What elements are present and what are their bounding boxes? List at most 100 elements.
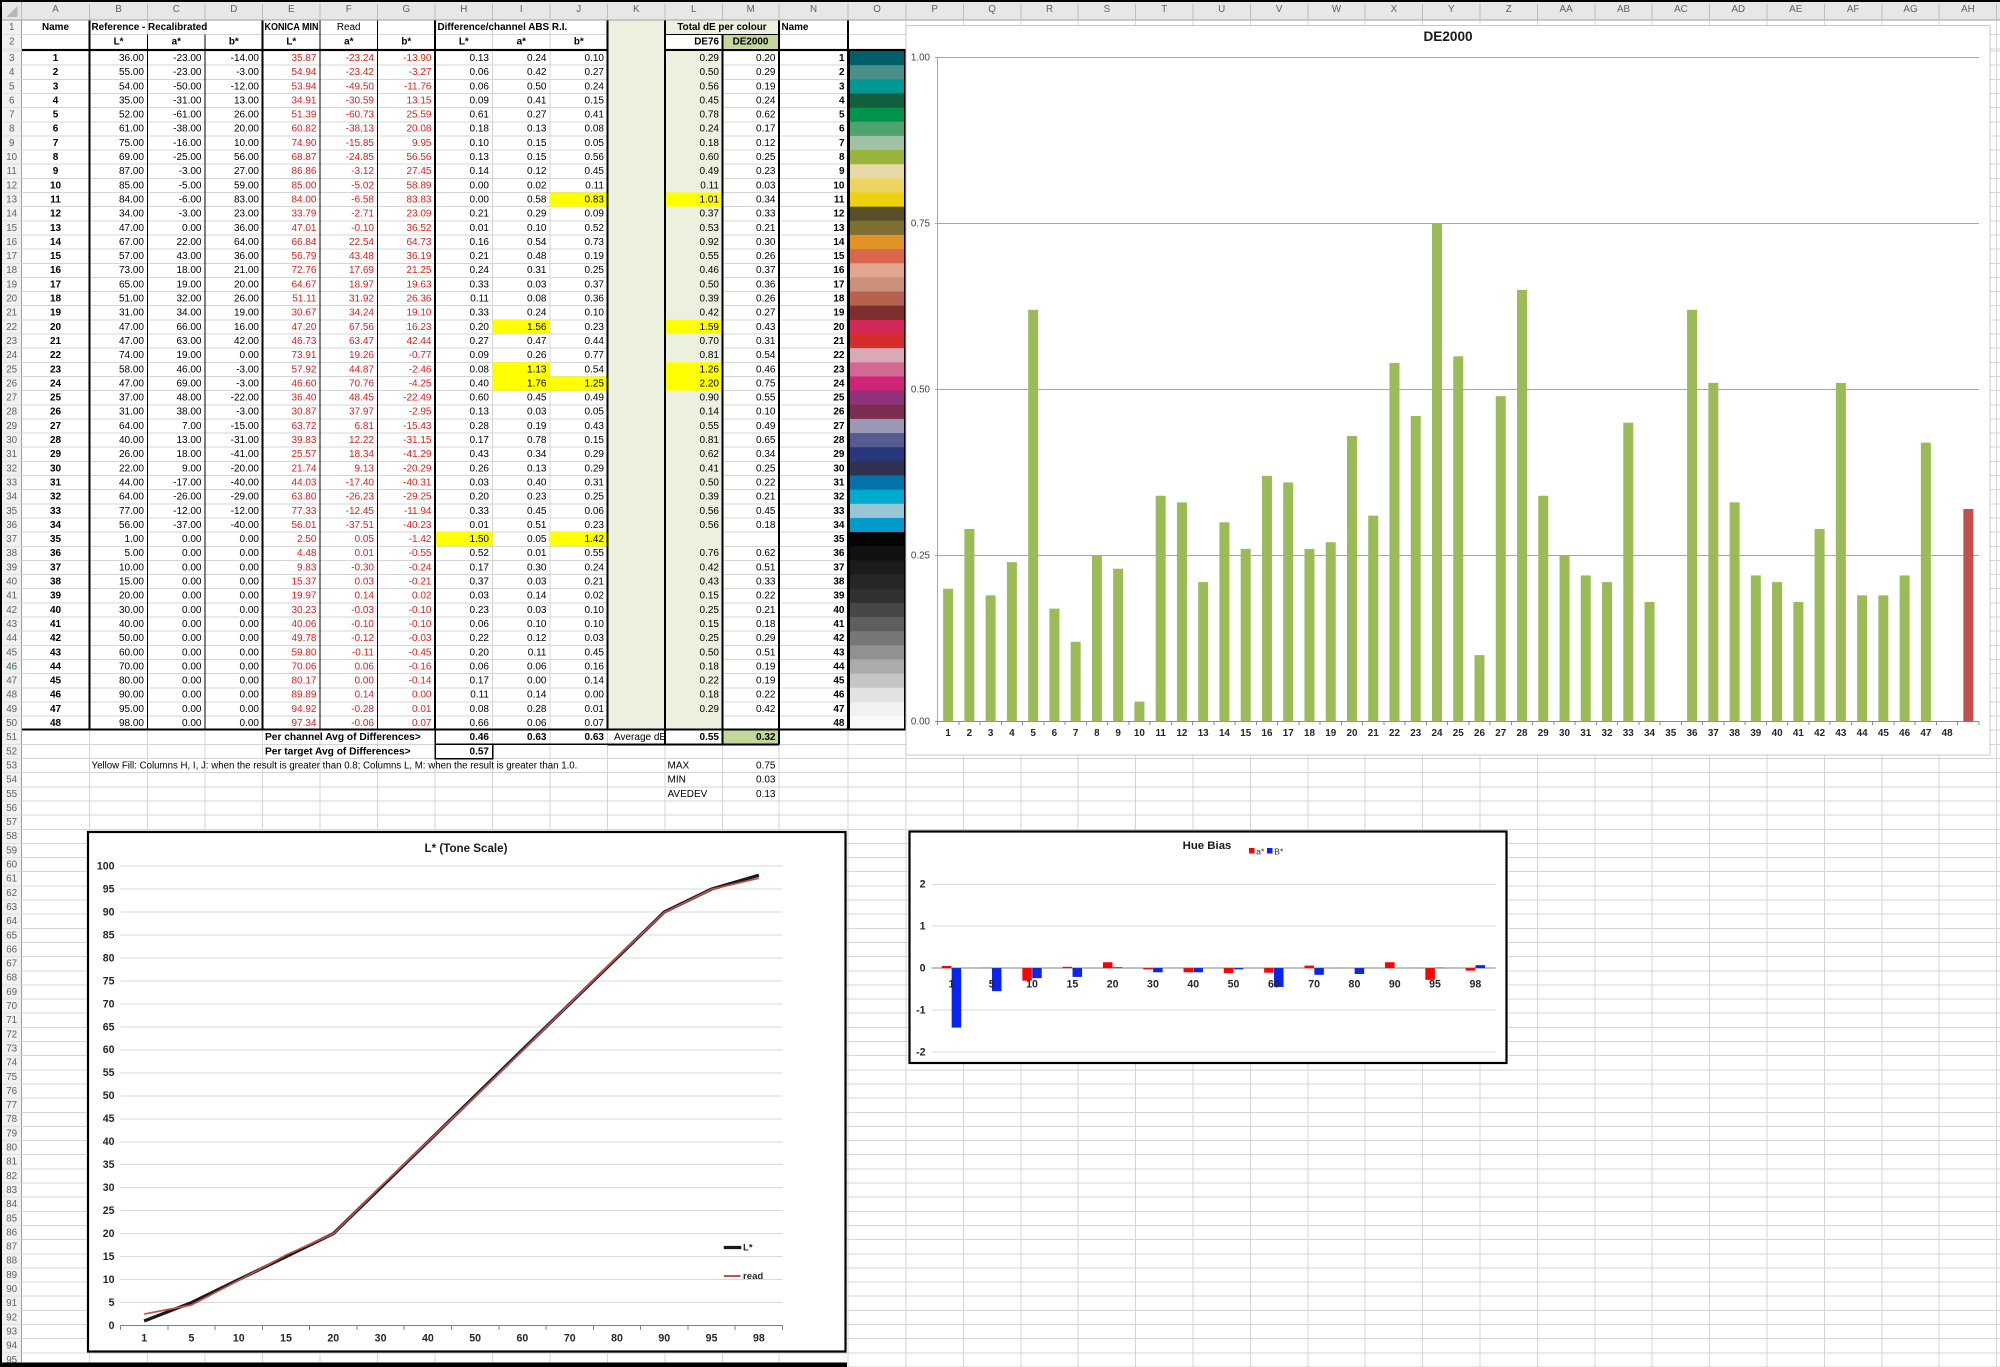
svg-text:5: 5 xyxy=(9,81,15,92)
svg-text:80.17: 80.17 xyxy=(291,676,316,687)
svg-text:-0.03: -0.03 xyxy=(351,605,374,616)
svg-text:13: 13 xyxy=(1198,728,1209,739)
svg-text:-3.00: -3.00 xyxy=(236,67,259,78)
svg-text:90: 90 xyxy=(1389,979,1401,991)
svg-text:-11.76: -11.76 xyxy=(404,81,432,92)
svg-text:63: 63 xyxy=(6,902,17,913)
svg-text:63.72: 63.72 xyxy=(291,421,316,432)
svg-text:5: 5 xyxy=(53,110,59,121)
svg-text:48: 48 xyxy=(833,718,845,729)
svg-text:17.69: 17.69 xyxy=(349,265,374,276)
svg-text:15.37: 15.37 xyxy=(291,577,316,588)
svg-text:0.14: 0.14 xyxy=(527,591,547,602)
svg-text:1: 1 xyxy=(53,53,59,64)
svg-text:1: 1 xyxy=(839,53,845,64)
svg-text:33: 33 xyxy=(50,506,62,517)
svg-text:34: 34 xyxy=(50,520,62,531)
svg-text:-0.14: -0.14 xyxy=(409,676,432,687)
svg-text:30: 30 xyxy=(1559,728,1570,739)
svg-text:30: 30 xyxy=(375,1333,387,1345)
svg-text:a*: a* xyxy=(517,37,526,48)
svg-text:X: X xyxy=(1391,4,1398,15)
svg-text:0.11: 0.11 xyxy=(470,294,489,305)
svg-text:AH: AH xyxy=(1961,4,1975,15)
svg-text:83.00: 83.00 xyxy=(234,194,259,205)
svg-text:0.24: 0.24 xyxy=(585,562,605,573)
svg-text:36: 36 xyxy=(50,548,62,559)
svg-text:E: E xyxy=(288,4,295,15)
svg-text:34: 34 xyxy=(1644,728,1655,739)
svg-text:43: 43 xyxy=(6,619,17,630)
svg-text:33: 33 xyxy=(1623,728,1634,739)
svg-text:34: 34 xyxy=(6,492,17,503)
svg-text:0.19: 0.19 xyxy=(756,81,776,92)
svg-text:80.00: 80.00 xyxy=(119,676,144,687)
svg-text:0.58: 0.58 xyxy=(527,194,547,205)
svg-text:100: 100 xyxy=(97,860,115,872)
svg-text:0.44: 0.44 xyxy=(585,336,605,347)
svg-text:0.22: 0.22 xyxy=(700,676,720,687)
svg-text:-3.00: -3.00 xyxy=(236,407,259,418)
svg-text:0.00: 0.00 xyxy=(240,633,260,644)
svg-text:0.00: 0.00 xyxy=(240,605,260,616)
svg-text:67: 67 xyxy=(6,959,17,970)
svg-text:16.23: 16.23 xyxy=(406,322,431,333)
svg-text:0.18: 0.18 xyxy=(700,138,720,149)
svg-text:0.46: 0.46 xyxy=(470,732,490,743)
svg-text:0.34: 0.34 xyxy=(756,449,776,460)
svg-text:64.00: 64.00 xyxy=(119,421,144,432)
svg-text:MIN: MIN xyxy=(668,775,686,786)
svg-text:54.00: 54.00 xyxy=(119,81,144,92)
svg-text:0.00: 0.00 xyxy=(182,718,202,729)
svg-text:0.23: 0.23 xyxy=(756,166,776,177)
svg-text:0.15: 0.15 xyxy=(700,591,720,602)
svg-text:38: 38 xyxy=(1729,728,1740,739)
svg-text:1: 1 xyxy=(948,979,954,991)
svg-text:30: 30 xyxy=(1147,979,1159,991)
svg-text:13: 13 xyxy=(833,223,845,234)
svg-text:88: 88 xyxy=(6,1256,17,1267)
svg-text:70.06: 70.06 xyxy=(291,661,316,672)
svg-text:0.08: 0.08 xyxy=(470,364,490,375)
svg-text:1.50: 1.50 xyxy=(470,534,490,545)
svg-text:0.20: 0.20 xyxy=(756,53,776,64)
svg-text:13: 13 xyxy=(50,223,62,234)
svg-text:43: 43 xyxy=(833,647,845,658)
svg-text:77.00: 77.00 xyxy=(119,506,144,517)
svg-text:35: 35 xyxy=(50,534,62,545)
svg-text:27.45: 27.45 xyxy=(406,166,431,177)
svg-text:40: 40 xyxy=(1772,728,1783,739)
svg-text:0.09: 0.09 xyxy=(470,95,490,106)
svg-text:0.65: 0.65 xyxy=(756,435,776,446)
svg-text:46: 46 xyxy=(833,690,845,701)
svg-text:72.76: 72.76 xyxy=(291,265,316,276)
svg-text:1: 1 xyxy=(945,728,951,739)
svg-text:O: O xyxy=(873,4,881,15)
svg-text:-38.13: -38.13 xyxy=(346,124,375,135)
svg-text:9.00: 9.00 xyxy=(182,463,202,474)
svg-text:0.33: 0.33 xyxy=(470,279,490,290)
svg-text:12: 12 xyxy=(833,209,845,220)
svg-text:0.15: 0.15 xyxy=(527,138,547,149)
svg-text:-22.49: -22.49 xyxy=(403,393,432,404)
svg-text:0.62: 0.62 xyxy=(756,110,776,121)
svg-text:18: 18 xyxy=(6,265,17,276)
svg-text:M: M xyxy=(747,4,755,15)
svg-text:-0.16: -0.16 xyxy=(409,661,432,672)
svg-text:0.36: 0.36 xyxy=(756,279,776,290)
svg-text:1: 1 xyxy=(9,22,14,33)
svg-text:80: 80 xyxy=(611,1333,623,1345)
svg-text:0.81: 0.81 xyxy=(700,350,720,361)
svg-text:73.91: 73.91 xyxy=(291,350,316,361)
svg-text:0.00: 0.00 xyxy=(182,577,202,588)
svg-text:0.63: 0.63 xyxy=(527,732,547,743)
svg-text:0.52: 0.52 xyxy=(585,223,605,234)
svg-text:0.21: 0.21 xyxy=(756,223,776,234)
svg-text:W: W xyxy=(1332,4,1342,15)
svg-text:30: 30 xyxy=(50,463,62,474)
svg-text:92: 92 xyxy=(6,1312,17,1323)
svg-text:0.01: 0.01 xyxy=(470,223,490,234)
svg-text:b*: b* xyxy=(574,37,584,48)
svg-text:0.92: 0.92 xyxy=(700,237,720,248)
svg-text:36.19: 36.19 xyxy=(406,251,431,262)
